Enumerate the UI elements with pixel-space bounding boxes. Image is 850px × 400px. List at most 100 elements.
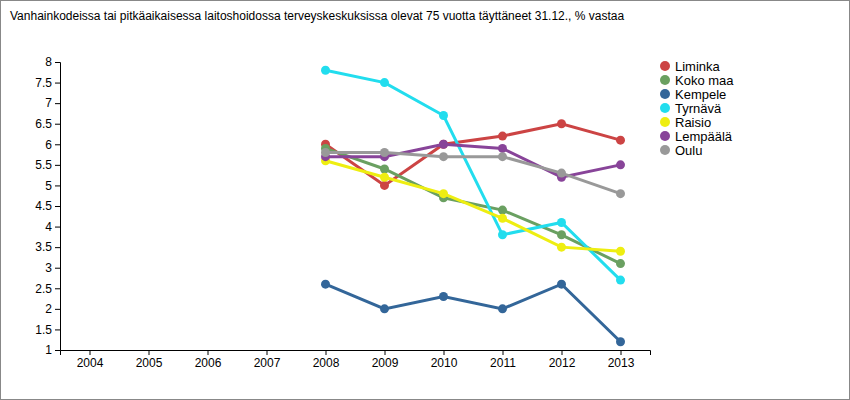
y-tick-mark [55,227,60,228]
x-tick-label: 2007 [254,356,281,370]
x-tick: 2008 [313,350,340,370]
y-tick: 2.5 [35,282,60,296]
x-tick-label: 2004 [77,356,104,370]
y-tick-mark [55,268,60,269]
point[interactable] [380,78,389,87]
title: Vanhainkodeissa tai pitkäaikaisessa lait… [10,9,624,23]
x-tick: 2012 [549,350,576,370]
chart: Vanhainkodeissa tai pitkäaikaisessa lait… [0,0,850,400]
y-tick-mark [55,185,60,186]
y-tick: 7 [45,96,60,110]
legend-item[interactable]: Lempäälä [660,129,733,144]
x-tick-mark [503,350,504,355]
x-tick: 2013 [608,350,635,370]
y-tick: 5.5 [35,158,60,172]
point[interactable] [380,304,389,313]
legend-item[interactable]: Tyrnävä [660,101,722,116]
y-axis: 11.522.533.544.555.566.577.58 [35,55,60,357]
y-tick-label: 6 [45,138,52,152]
point[interactable] [321,280,330,289]
series-group [321,66,625,347]
point[interactable] [616,337,625,346]
y-tick-label: 8 [45,55,52,69]
point[interactable] [616,259,625,268]
legend-item[interactable]: Oulu [660,143,702,158]
point[interactable] [380,164,389,173]
y-tick: 4.5 [35,199,60,213]
x-tick: 2006 [195,350,222,370]
series-line [326,144,621,177]
legend-swatch [660,89,670,99]
point[interactable] [439,111,448,120]
legend-item[interactable]: Koko maa [660,73,734,88]
point[interactable] [439,140,448,149]
legend-swatch [660,103,670,113]
y-tick-mark [55,329,60,330]
y-tick-mark [55,165,60,166]
series-line [326,284,621,342]
series-line [326,148,621,263]
point[interactable] [557,243,566,252]
x-tick-label: 2010 [431,356,458,370]
x-tick-mark [385,350,386,355]
point[interactable] [498,230,507,239]
y-tick-mark [55,288,60,289]
legend-label: Kempele [675,87,726,102]
x-tick-label: 2013 [608,356,635,370]
y-tick-mark [55,144,60,145]
x-tick-mark [149,350,150,355]
x-tick-mark [267,350,268,355]
point[interactable] [616,247,625,256]
y-tick-label: 2 [45,302,52,316]
point[interactable] [498,132,507,141]
point[interactable] [616,189,625,198]
y-tick-label: 5.5 [35,158,52,172]
point[interactable] [498,304,507,313]
legend-swatch [660,75,670,85]
legend-item[interactable]: Liminka [660,59,721,74]
point[interactable] [321,148,330,157]
point[interactable] [498,144,507,153]
legend-item[interactable]: Raisio [660,115,711,130]
series-line [326,70,621,280]
point[interactable] [557,169,566,178]
point[interactable] [616,276,625,285]
y-tick: 2 [45,302,60,316]
point[interactable] [439,292,448,301]
legend-label: Raisio [675,115,711,130]
point[interactable] [439,140,448,149]
point[interactable] [321,66,330,75]
point[interactable] [616,136,625,145]
point[interactable] [557,280,566,289]
point[interactable] [380,148,389,157]
point[interactable] [380,173,389,182]
point[interactable] [557,119,566,128]
legend: LiminkaKoko maaKempeleTyrnäväRaisioLempä… [660,59,734,158]
point[interactable] [498,214,507,223]
x-tick: 2010 [431,350,458,370]
x-tick-mark [326,350,327,355]
x-tick-label: 2009 [372,356,399,370]
y-tick-mark [55,124,60,125]
y-tick-label: 4.5 [35,199,52,213]
x-tick: 2007 [254,350,281,370]
point[interactable] [616,160,625,169]
point[interactable] [498,152,507,161]
point[interactable] [439,152,448,161]
x-tick-mark [621,350,622,355]
point[interactable] [498,206,507,215]
y-tick: 7.5 [35,76,60,90]
legend-label: Lempäälä [675,129,733,144]
series-line [326,153,621,194]
point[interactable] [380,181,389,190]
y-tick-mark [55,350,60,351]
legend-item[interactable]: Kempele [660,87,726,102]
point[interactable] [557,230,566,239]
point[interactable] [557,218,566,227]
background [1,1,850,400]
x-tick-label: 2012 [549,356,576,370]
point[interactable] [439,189,448,198]
y-tick-mark [55,309,60,310]
x-tick-label: 2006 [195,356,222,370]
y-tick-label: 2.5 [35,282,52,296]
